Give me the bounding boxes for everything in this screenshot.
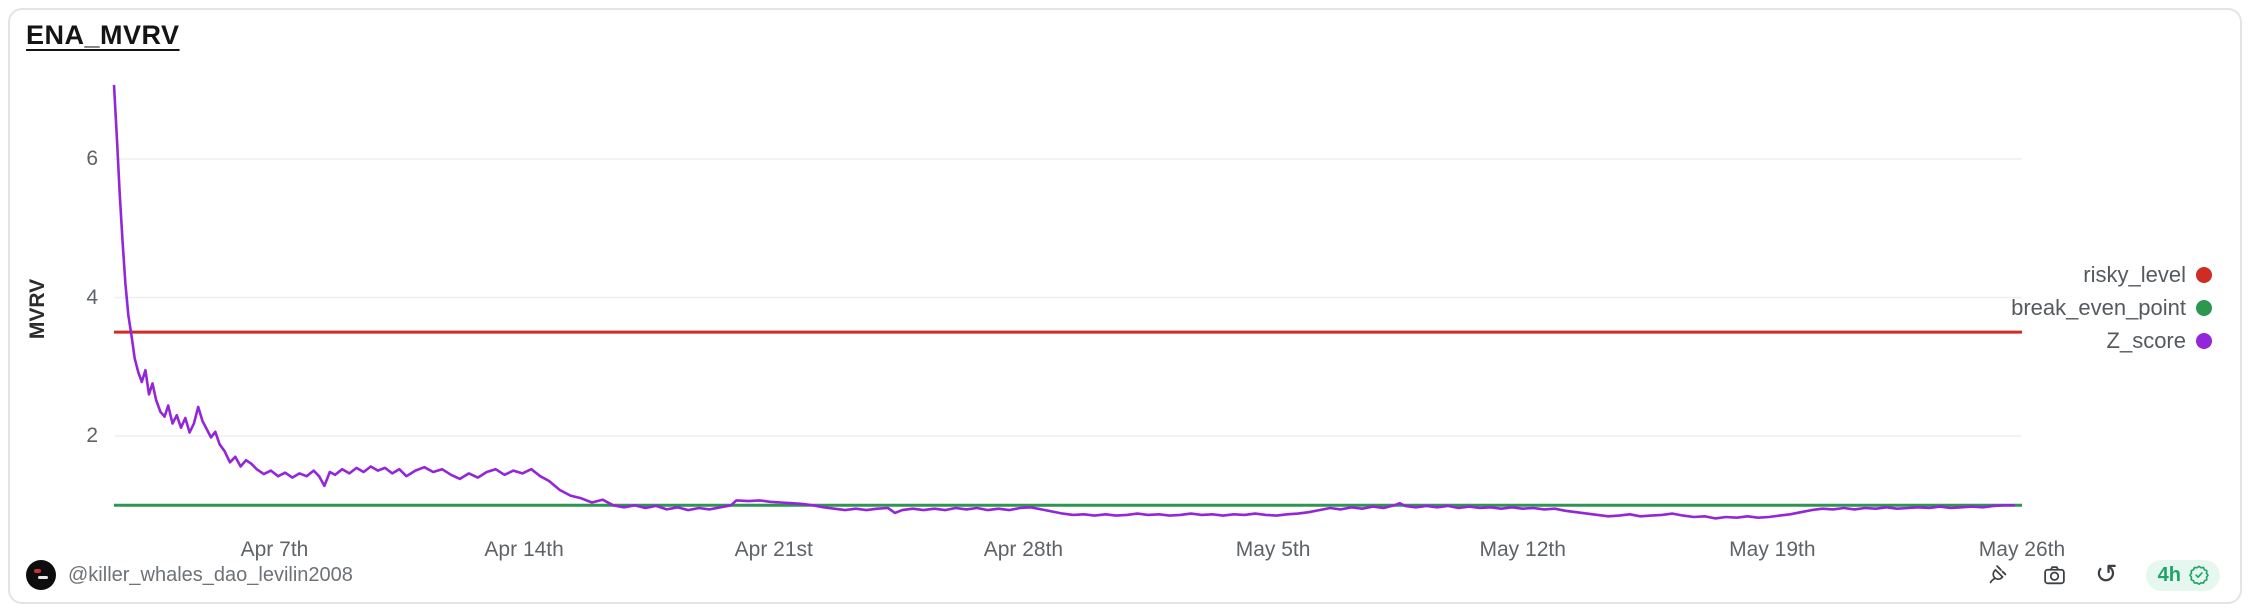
Z-score-line xyxy=(112,84,2015,520)
author-handle: @killer_whales_dao_levilin2008 xyxy=(68,563,353,586)
legend-item-risky-level[interactable]: risky_level xyxy=(2083,262,2212,288)
legend-item-z-score[interactable]: Z_score xyxy=(2107,328,2212,354)
x-tick-label: May 26th xyxy=(1978,538,2066,561)
chart-plot[interactable] xyxy=(10,10,2242,604)
legend-label: break_even_point xyxy=(2011,295,2186,320)
logo-white-mark xyxy=(38,576,48,579)
attribution: @killer_whales_dao_levilin2008 xyxy=(26,560,353,590)
plug-icon[interactable] xyxy=(1987,562,2013,588)
x-tick-label: Apr 28th xyxy=(983,538,1064,561)
chart-legend: risky_level break_even_point Z_score xyxy=(2011,262,2212,354)
legend-label: Z_score xyxy=(2106,328,2186,353)
legend-dot-green xyxy=(2196,300,2212,316)
camera-icon[interactable] xyxy=(2041,562,2067,588)
logo-red-mark xyxy=(34,569,41,573)
legend-dot-red xyxy=(2196,267,2212,283)
x-tick-label: Apr 14th xyxy=(484,538,564,561)
x-tick-label: May 5th xyxy=(1235,538,1311,561)
y-tick-label: 4 xyxy=(86,285,98,309)
x-tick-label: May 19th xyxy=(1729,538,1816,561)
footer-bar: @killer_whales_dao_levilin2008 xyxy=(26,558,2220,592)
x-tick-label: Apr 7th xyxy=(240,538,309,561)
chart-title: ENA_MVRV xyxy=(26,20,180,50)
killer-whales-logo xyxy=(26,560,56,590)
x-axis-ticks: Apr 7th Apr 14th Apr 21st Apr 28th May 5th Ma… xyxy=(10,538,2240,568)
interval-label: 4h xyxy=(2157,563,2181,586)
footer-toolbar: ↺ 4h xyxy=(1987,559,2220,591)
y-tick-label: 6 xyxy=(86,147,98,170)
legend-item-break-even-point[interactable]: break_even_point xyxy=(2011,295,2212,321)
legend-label: risky_level xyxy=(2083,262,2186,287)
interval-badge[interactable]: 4h xyxy=(2145,559,2220,591)
x-tick-label: May 12th xyxy=(1479,538,1566,561)
y-tick-label: 2 xyxy=(86,424,98,447)
undo-icon[interactable]: ↺ xyxy=(2095,559,2118,590)
legend-dot-purple xyxy=(2196,333,2212,349)
x-tick-label: Apr 21st xyxy=(734,538,813,561)
verified-badge-icon xyxy=(2188,564,2210,586)
